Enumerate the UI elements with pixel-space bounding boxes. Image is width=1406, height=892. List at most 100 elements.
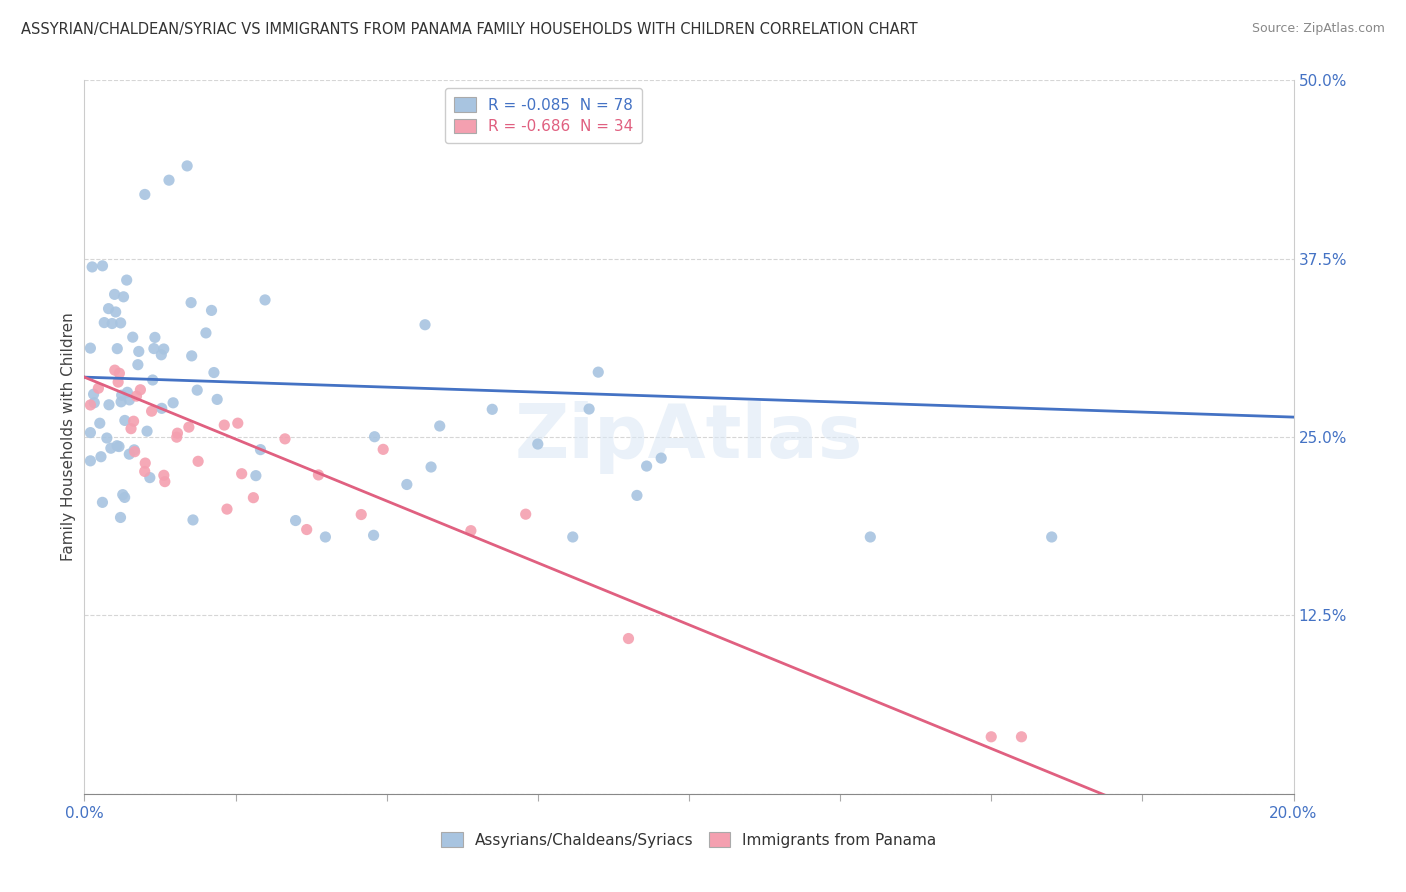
Point — [200, 303, 222, 318]
Point — [120, 422, 142, 436]
Point — [626, 488, 648, 502]
Point — [79, 454, 101, 468]
Point — [107, 375, 129, 389]
Point — [125, 389, 148, 403]
Point — [110, 510, 132, 524]
Point — [96, 431, 118, 445]
Point — [226, 416, 249, 430]
Point — [460, 524, 482, 538]
Point — [231, 467, 253, 481]
Point — [97, 398, 120, 412]
Point — [363, 430, 385, 444]
Point — [157, 173, 180, 187]
Point — [142, 373, 165, 387]
Point — [82, 260, 104, 274]
Point — [100, 441, 122, 455]
Point — [373, 442, 395, 457]
Point — [83, 395, 105, 409]
Point — [105, 439, 128, 453]
Legend: Assyrians/Chaldeans/Syriacs, Immigrants from Panama: Assyrians/Chaldeans/Syriacs, Immigrants … — [434, 826, 943, 854]
Point — [242, 491, 264, 505]
Point — [202, 366, 225, 380]
Point — [110, 394, 132, 409]
Point — [136, 424, 159, 438]
Point — [105, 342, 128, 356]
Point — [118, 392, 141, 407]
Point — [110, 316, 132, 330]
Point — [83, 387, 105, 401]
Point — [187, 454, 209, 468]
Point — [181, 513, 204, 527]
Point — [79, 341, 101, 355]
Point — [108, 366, 131, 380]
Point — [124, 444, 146, 458]
Point — [314, 530, 336, 544]
Point — [150, 348, 173, 362]
Point — [93, 316, 115, 330]
Point — [215, 502, 238, 516]
Point — [139, 470, 162, 484]
Point — [194, 326, 217, 340]
Point — [413, 318, 436, 332]
Point — [526, 437, 548, 451]
Point — [180, 349, 202, 363]
Point — [141, 404, 163, 418]
Point — [650, 451, 672, 466]
Point — [111, 488, 134, 502]
Point — [420, 460, 443, 475]
Point — [153, 468, 176, 483]
Point — [162, 396, 184, 410]
Point — [205, 392, 228, 407]
Point — [859, 530, 882, 544]
Point — [142, 342, 165, 356]
Point — [104, 363, 127, 377]
Point — [245, 468, 267, 483]
Point — [177, 420, 200, 434]
Point — [114, 491, 136, 505]
Point — [152, 342, 174, 356]
Point — [79, 425, 101, 440]
Point — [112, 290, 135, 304]
Point — [429, 419, 451, 434]
Point — [307, 467, 329, 482]
Point — [350, 508, 373, 522]
Point — [214, 418, 236, 433]
Point — [186, 383, 208, 397]
Point — [176, 159, 198, 173]
Text: Source: ZipAtlas.com: Source: ZipAtlas.com — [1251, 22, 1385, 36]
Text: ASSYRIAN/CHALDEAN/SYRIAC VS IMMIGRANTS FROM PANAMA FAMILY HOUSEHOLDS WITH CHILDR: ASSYRIAN/CHALDEAN/SYRIAC VS IMMIGRANTS F… — [21, 22, 918, 37]
Point — [128, 344, 150, 359]
Point — [395, 477, 418, 491]
Point — [134, 456, 156, 470]
Point — [284, 514, 307, 528]
Point — [89, 416, 111, 430]
Point — [561, 530, 583, 544]
Point — [118, 447, 141, 461]
Point — [295, 523, 318, 537]
Point — [101, 317, 124, 331]
Y-axis label: Family Households with Children: Family Households with Children — [60, 313, 76, 561]
Point — [91, 259, 114, 273]
Point — [249, 442, 271, 457]
Point — [97, 301, 120, 316]
Point — [122, 442, 145, 457]
Point — [636, 459, 658, 474]
Point — [79, 398, 101, 412]
Point — [134, 465, 156, 479]
Point — [617, 632, 640, 646]
Point — [129, 383, 152, 397]
Point — [111, 388, 134, 402]
Point — [114, 413, 136, 427]
Point — [180, 295, 202, 310]
Point — [90, 450, 112, 464]
Point — [363, 528, 385, 542]
Point — [122, 414, 145, 428]
Point — [108, 440, 131, 454]
Point — [91, 495, 114, 509]
Point — [588, 365, 610, 379]
Point — [274, 432, 297, 446]
Point — [578, 402, 600, 417]
Point — [117, 385, 139, 400]
Point — [104, 305, 127, 319]
Point — [134, 187, 156, 202]
